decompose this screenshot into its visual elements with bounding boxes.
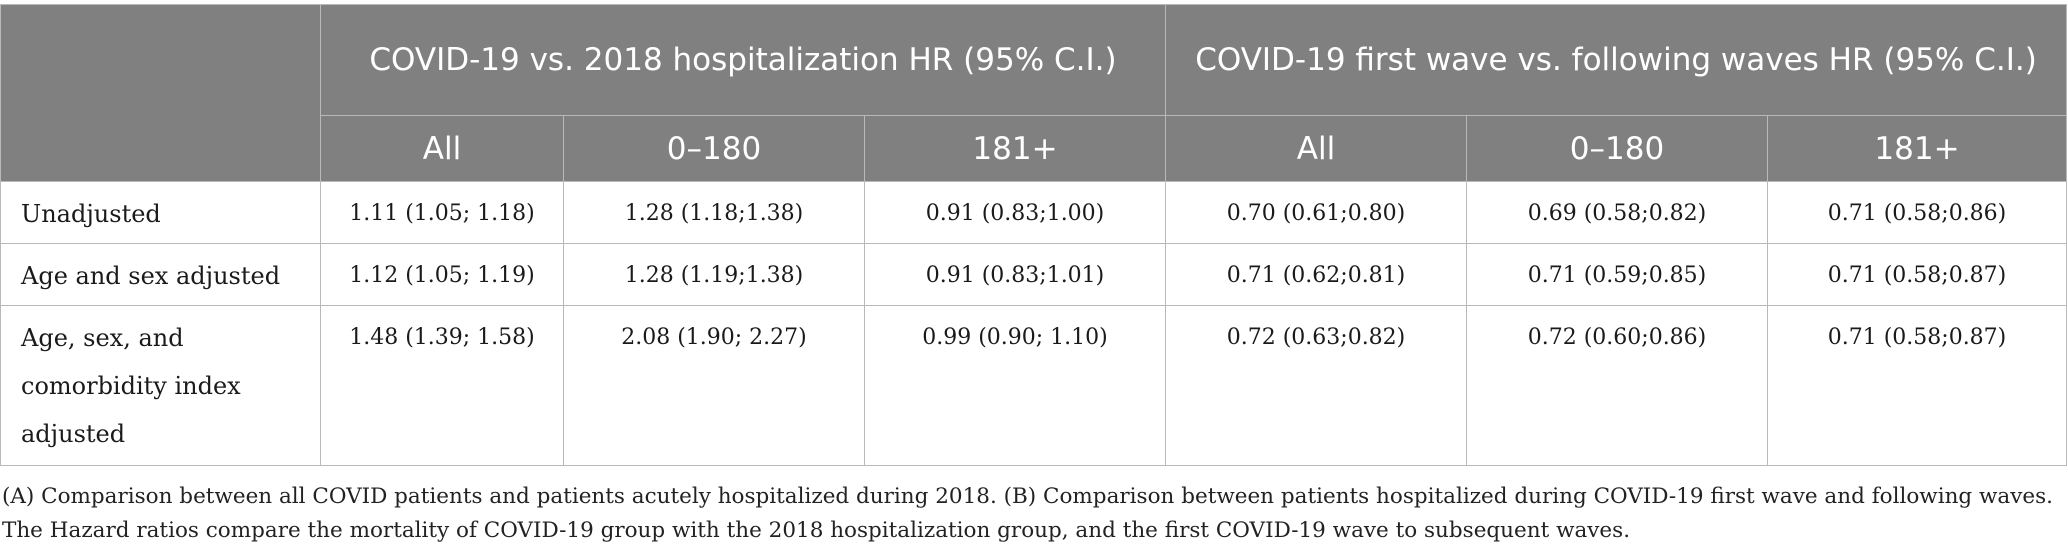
row-label: Age, sex, and comorbidity index adjusted bbox=[0, 305, 321, 466]
table-cell: 0.91 (0.83;1.00) bbox=[864, 181, 1166, 244]
table-cell: 0.71 (0.58;0.87) bbox=[1767, 243, 2067, 306]
table-row-comorbidity-adjusted: Age, sex, and comorbidity index adjusted… bbox=[0, 305, 2067, 466]
footnote-line-2: The Hazard ratios compare the mortality … bbox=[2, 518, 1631, 543]
table-cell: 0.69 (0.58;0.82) bbox=[1466, 181, 1768, 244]
table-cell: 0.91 (0.83;1.01) bbox=[864, 243, 1166, 306]
table-cell: 0.72 (0.63;0.82) bbox=[1165, 305, 1467, 466]
row-label: Age and sex adjusted bbox=[0, 243, 321, 306]
sub-header-181-plus: 181+ bbox=[1767, 115, 2067, 182]
group-header-row: COVID-19 vs. 2018 hospitalization HR (95… bbox=[0, 4, 2067, 182]
sub-header-0-180: 0–180 bbox=[1466, 115, 1768, 182]
table-cell: 0.72 (0.60;0.86) bbox=[1466, 305, 1768, 466]
group-header-first-vs-following-waves: COVID-19 first wave vs. following waves … bbox=[1165, 4, 2067, 116]
table-cell: 0.71 (0.58;0.87) bbox=[1767, 305, 2067, 466]
corner-header-cell bbox=[0, 4, 321, 182]
table-cell: 1.12 (1.05; 1.19) bbox=[320, 243, 564, 306]
table-cell: 0.71 (0.58;0.86) bbox=[1767, 181, 2067, 244]
table-row-age-sex-adjusted: Age and sex adjusted 1.12 (1.05; 1.19) 1… bbox=[0, 243, 2067, 306]
sub-header-0-180: 0–180 bbox=[563, 115, 865, 182]
table-cell: 1.11 (1.05; 1.18) bbox=[320, 181, 564, 244]
group-header-covid-vs-2018: COVID-19 vs. 2018 hospitalization HR (95… bbox=[320, 4, 1166, 116]
sub-header-row: All 0–180 181+ All 0–180 181+ bbox=[1, 115, 2067, 182]
table-row-unadjusted: Unadjusted 1.11 (1.05; 1.18) 1.28 (1.18;… bbox=[0, 181, 2067, 244]
table-cell: 0.71 (0.62;0.81) bbox=[1165, 243, 1467, 306]
sub-header-all: All bbox=[320, 115, 564, 182]
sub-header-all: All bbox=[1165, 115, 1467, 182]
hazard-ratio-table: COVID-19 vs. 2018 hospitalization HR (95… bbox=[0, 4, 2067, 466]
table-footnote: (A) Comparison between all COVID patient… bbox=[2, 480, 2062, 548]
table-cell: 1.28 (1.19;1.38) bbox=[563, 243, 865, 306]
row-label: Unadjusted bbox=[0, 181, 321, 244]
sub-header-181-plus: 181+ bbox=[864, 115, 1166, 182]
table-cell: 1.28 (1.18;1.38) bbox=[563, 181, 865, 244]
footnote-line-1: (A) Comparison between all COVID patient… bbox=[2, 484, 2053, 509]
table-cell: 0.70 (0.61;0.80) bbox=[1165, 181, 1467, 244]
table-cell: 0.99 (0.90; 1.10) bbox=[864, 305, 1166, 466]
table-cell: 2.08 (1.90; 2.27) bbox=[563, 305, 865, 466]
table-cell: 0.71 (0.59;0.85) bbox=[1466, 243, 1768, 306]
table-cell: 1.48 (1.39; 1.58) bbox=[320, 305, 564, 466]
